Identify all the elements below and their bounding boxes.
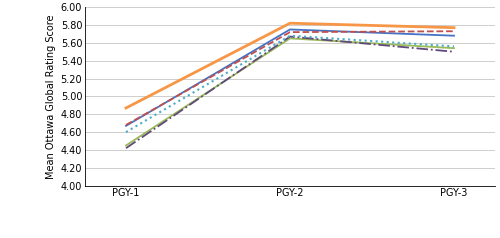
Y-axis label: Mean Ottawa Global Rating Score: Mean Ottawa Global Rating Score bbox=[46, 14, 56, 179]
